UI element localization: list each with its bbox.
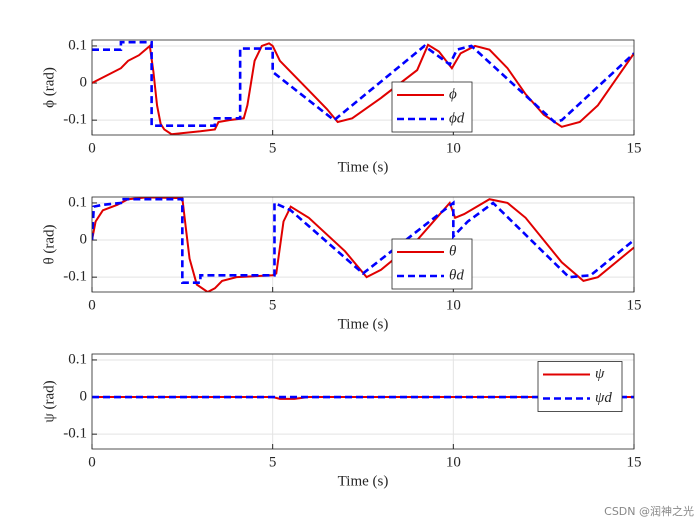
x-tick-label: 5 — [269, 297, 277, 313]
y-tick-label: -0.1 — [63, 112, 87, 128]
x-tick-label: 10 — [446, 297, 461, 313]
legend-label: θd — [449, 267, 464, 283]
watermark: CSDN @润神之光 — [604, 504, 694, 518]
x-tick-label: 5 — [269, 454, 277, 470]
legend: ϕ ϕd — [391, 81, 473, 133]
legend-label: ψ — [595, 366, 605, 382]
y-tick-label: -0.1 — [63, 426, 87, 442]
y-axis-label: ϕ (rad) — [41, 67, 57, 108]
legend-box — [537, 361, 623, 412]
series-line — [92, 42, 634, 135]
series-line — [92, 197, 634, 292]
legend-label: ψd — [595, 390, 612, 406]
x-axis-label: Time (s) — [338, 316, 389, 332]
x-tick-label: 0 — [88, 140, 96, 156]
y-axis-label: θ (rad) — [41, 224, 57, 264]
axes-box — [91, 353, 635, 450]
y-tick-label: 0 — [80, 231, 88, 247]
y-axis-label: ψ (rad) — [41, 380, 57, 422]
plot-area — [92, 197, 634, 292]
x-tick-label: 0 — [88, 454, 96, 470]
x-tick-label: 0 — [88, 297, 96, 313]
legend-label: θ — [449, 243, 457, 259]
plot-area — [92, 40, 634, 135]
legend: ψ ψd — [537, 361, 623, 412]
x-tick-label: 15 — [627, 140, 642, 156]
y-tick-label: 0 — [80, 388, 88, 404]
x-tick-label: 15 — [627, 297, 642, 313]
legend-label: ϕd — [449, 110, 465, 126]
x-tick-label: 10 — [446, 454, 461, 470]
y-tick-label: 0.1 — [68, 37, 87, 53]
axes-box — [91, 196, 635, 293]
y-tick-label: 0.1 — [68, 351, 87, 367]
axes-box — [91, 39, 635, 136]
x-tick-label: 10 — [446, 140, 461, 156]
x-axis-label: Time (s) — [338, 159, 389, 175]
legend-box — [391, 81, 473, 133]
legend: θ θd — [391, 238, 473, 290]
x-tick-label: 15 — [627, 454, 642, 470]
legend-box — [391, 238, 473, 290]
series-line — [92, 40, 634, 128]
x-tick-label: 5 — [269, 140, 277, 156]
series-line — [92, 197, 634, 285]
y-tick-label: 0 — [80, 74, 88, 90]
y-tick-label: 0.1 — [68, 194, 87, 210]
legend-label: ϕ — [449, 86, 457, 102]
x-axis-label: Time (s) — [338, 473, 389, 489]
y-tick-label: -0.1 — [63, 269, 87, 285]
